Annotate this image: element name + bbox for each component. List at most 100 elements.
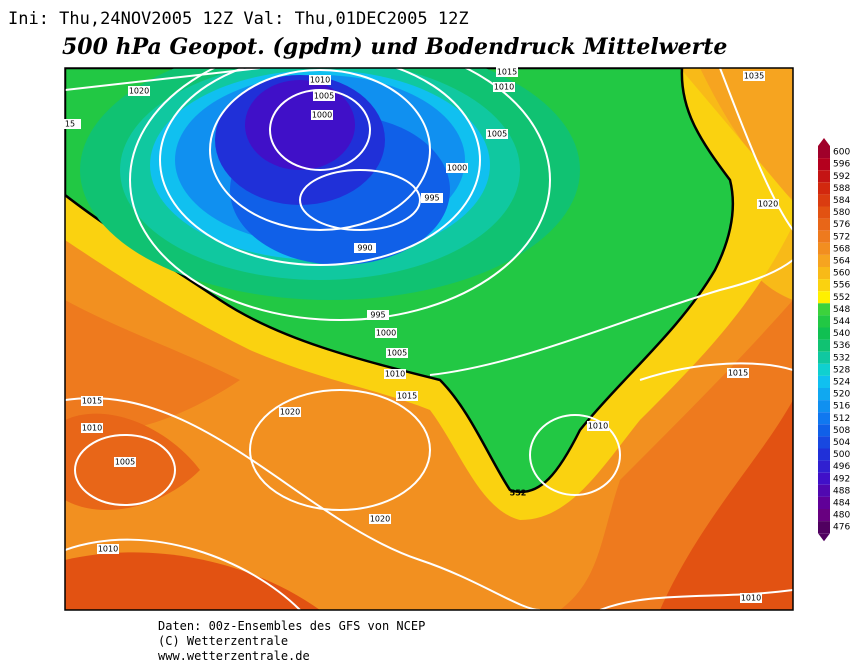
colorbar-cell — [818, 484, 830, 497]
colorbar-label: 584 — [833, 196, 850, 206]
contour-label-bg — [279, 407, 301, 417]
colorbar-label: 528 — [833, 365, 850, 375]
colorbar-cell — [818, 424, 830, 437]
colorbar-label: 492 — [833, 474, 850, 484]
colorbar-cell — [818, 351, 830, 364]
colorbar-label: 560 — [833, 269, 850, 279]
colorbar-cell — [818, 315, 830, 328]
colorbar-cell — [818, 400, 830, 413]
colorbar-label: 564 — [833, 256, 850, 266]
contour-label-bg — [114, 457, 136, 467]
colorbar-label: 568 — [833, 244, 850, 254]
colorbar-label: 588 — [833, 184, 850, 194]
colorbar-cell — [818, 448, 830, 461]
colorbar-cell — [818, 375, 830, 388]
contour-label: 1010 — [98, 545, 118, 554]
contour-label: 1000 — [312, 111, 332, 120]
contour-label-bg — [396, 391, 418, 401]
init-line: Ini: Thu,24NOV2005 12Z Val: Thu,01DEC200… — [8, 9, 469, 29]
colorbar-cell — [818, 254, 830, 267]
contour-label-bg — [757, 199, 779, 209]
contour-label: 1010 — [494, 83, 514, 92]
contour-label: 1010 — [82, 424, 102, 433]
footer-line: Daten: 00z-Ensembles des GFS von NCEP — [158, 619, 425, 633]
contour-label: 1010 — [588, 422, 608, 431]
contour-label-bg — [97, 544, 119, 554]
colorbar-cell — [818, 327, 830, 340]
colorbar-cell — [818, 170, 830, 183]
contour-label-bg — [421, 193, 443, 203]
colorbar-cell — [818, 496, 830, 509]
colorbar-label: 484 — [833, 498, 850, 508]
colorbar-cell — [818, 412, 830, 425]
contour-label-bg — [496, 67, 518, 77]
colorbar-label: 500 — [833, 450, 850, 460]
footer-line: (C) Wetterzentrale — [158, 634, 288, 648]
contour-label-bg — [354, 243, 376, 253]
colorbar-label: 508 — [833, 426, 850, 436]
contour-label: 1015 — [728, 369, 748, 378]
colorbar-label: 496 — [833, 462, 850, 472]
map — [65, 68, 793, 610]
colorbar-cell — [818, 158, 830, 171]
contour-label-bg — [367, 310, 389, 320]
contour-label-bg — [493, 82, 515, 92]
colorbar-label: 532 — [833, 353, 850, 363]
colorbar-label: 572 — [833, 232, 850, 242]
contour-label-bg — [81, 396, 103, 406]
colorbar-cell — [818, 182, 830, 195]
colorbar-label: 576 — [833, 220, 850, 230]
colorbar-label: 516 — [833, 402, 850, 412]
contour-label-bg — [727, 368, 749, 378]
colorbar-label: 540 — [833, 329, 850, 339]
colorbar-cell — [818, 194, 830, 207]
colorbar-cell — [818, 242, 830, 255]
colorbar-label: 600 — [833, 148, 850, 158]
contour-label: 1015 — [82, 397, 102, 406]
colorbar-cell — [818, 279, 830, 292]
colorbar-cell — [818, 388, 830, 401]
contour-label: 1000 — [447, 164, 467, 173]
contour-label: 995 — [424, 194, 439, 203]
contour-label: 1005 — [387, 349, 407, 358]
contour-label: 995 — [370, 311, 385, 320]
contour-label-bg — [386, 348, 408, 358]
contour-label-bg — [313, 91, 335, 101]
contour-label-bg — [369, 514, 391, 524]
contour-label: 1020 — [129, 87, 149, 96]
colorbar-label: 476 — [833, 523, 850, 533]
colorbar-cell — [818, 267, 830, 280]
contour-label: 15 — [65, 120, 75, 129]
contour-label: 1000 — [376, 329, 396, 338]
contour-label-bg — [384, 369, 406, 379]
contour-label: 1035 — [744, 72, 764, 81]
colorbar-arrow — [818, 138, 830, 146]
contour-label-bg — [587, 421, 609, 431]
contour-label: 1015 — [397, 392, 417, 401]
contour-label: 1005 — [487, 130, 507, 139]
contour-label: 990 — [357, 244, 372, 253]
colorbar-label: 512 — [833, 414, 850, 424]
isoline-label: 552 — [510, 489, 527, 498]
contour-label-bg — [740, 593, 762, 603]
colorbar-cell — [818, 206, 830, 219]
contour-label-bg — [743, 71, 765, 81]
contour-label-bg — [81, 423, 103, 433]
title: 500 hPa Geopot. (gpdm) und Bodendruck Mi… — [62, 34, 727, 60]
colorbar-cell — [818, 291, 830, 304]
colorbar-cell — [818, 303, 830, 316]
colorbar-cell — [818, 230, 830, 243]
colorbar-cell — [818, 363, 830, 376]
contour-label: 1010 — [741, 594, 761, 603]
contour-label-bg — [128, 86, 150, 96]
contour-label-bg — [59, 119, 81, 129]
contour-label-bg — [311, 110, 333, 120]
colorbar-label: 520 — [833, 390, 850, 400]
contour-label: 1005 — [314, 92, 334, 101]
colorbar-label: 524 — [833, 377, 850, 387]
contour-label: 1010 — [385, 370, 405, 379]
contour-label-bg — [486, 129, 508, 139]
colorbar-cell — [818, 509, 830, 522]
